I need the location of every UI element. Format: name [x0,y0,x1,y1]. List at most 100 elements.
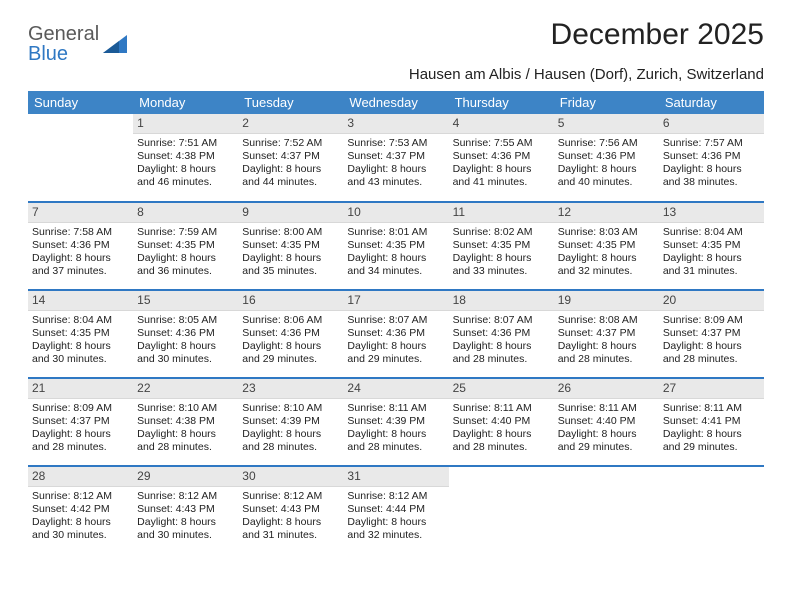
day-number: 20 [659,291,764,311]
day-number: 28 [28,467,133,487]
sunset-line: Sunset: 4:35 PM [558,239,655,252]
day-cell: 19Sunrise: 8:08 AMSunset: 4:37 PMDayligh… [554,290,659,378]
sunrise-line: Sunrise: 7:56 AM [558,137,655,150]
day-number: 8 [133,203,238,223]
sunrise-line: Sunrise: 7:51 AM [137,137,234,150]
col-friday: Friday [554,91,659,114]
day-cell: 28 Sunrise: 8:12 AMSunset: 4:42 PMDayligh… [28,466,133,554]
day-cell: 3Sunrise: 7:53 AMSunset: 4:37 PMDaylight… [343,114,448,202]
sunrise-line: Sunrise: 8:11 AM [558,402,655,415]
daylight-line: Daylight: 8 hours and 28 minutes. [137,428,234,454]
day-cell: 24 Sunrise: 8:11 AMSunset: 4:39 PMDayligh… [343,378,448,466]
day-cell: 17Sunrise: 8:07 AMSunset: 4:36 PMDayligh… [343,290,448,378]
week-row: 14Sunrise: 8:04 AMSunset: 4:35 PMDayligh… [28,290,764,378]
sunrise-line: Sunrise: 8:05 AM [137,314,234,327]
day-number: 1 [133,114,238,134]
daylight-line: Daylight: 8 hours and 28 minutes. [347,428,444,454]
day-cell: 30Sunrise: 8:12 AMSunset: 4:43 PMDayligh… [238,466,343,554]
sunset-line: Sunset: 4:36 PM [242,327,339,340]
daylight-line: Daylight: 8 hours and 30 minutes. [137,340,234,366]
day-cell: 16Sunrise: 8:06 AMSunset: 4:36 PMDayligh… [238,290,343,378]
sunrise-line: Sunrise: 8:00 AM [242,226,339,239]
daylight-line: Daylight: 8 hours and 37 minutes. [32,252,129,278]
day-number: 24 [343,379,448,399]
sunset-line: Sunset: 4:35 PM [32,327,129,340]
day-number: 26 [554,379,659,399]
daylight-line: Daylight: 8 hours and 32 minutes. [347,516,444,542]
day-cell: 10Sunrise: 8:01 AMSunset: 4:35 PMDayligh… [343,202,448,290]
day-number: 2 [238,114,343,134]
day-number: 13 [659,203,764,223]
daylight-line: Daylight: 8 hours and 28 minutes. [453,428,550,454]
day-cell: 5Sunrise: 7:56 AMSunset: 4:36 PMDaylight… [554,114,659,202]
day-cell: 8Sunrise: 7:59 AMSunset: 4:35 PMDaylight… [133,202,238,290]
week-row: 28Sunrise: 8:12 AMSunset: 4:42 PMDayligh… [28,466,764,554]
sunset-line: Sunset: 4:41 PM [663,415,760,428]
sunset-line: Sunset: 4:36 PM [558,150,655,163]
sunrise-line: Sunrise: 8:11 AM [347,402,444,415]
day-number: 5 [554,114,659,134]
daylight-line: Daylight: 8 hours and 30 minutes. [137,516,234,542]
sunrise-line: Sunrise: 8:04 AM [32,314,129,327]
daylight-line: Daylight: 8 hours and 28 minutes. [453,340,550,366]
sunset-line: Sunset: 4:43 PM [137,503,234,516]
sunrise-line: Sunrise: 7:58 AM [32,226,129,239]
day-header-row: Sunday Monday Tuesday Wednesday Thursday… [28,91,764,114]
sunset-line: Sunset: 4:35 PM [242,239,339,252]
day-number: 11 [449,203,554,223]
col-monday: Monday [133,91,238,114]
sunset-line: Sunset: 4:39 PM [347,415,444,428]
daylight-line: Daylight: 8 hours and 35 minutes. [242,252,339,278]
daylight-line: Daylight: 8 hours and 29 minutes. [347,340,444,366]
sunset-line: Sunset: 4:38 PM [137,150,234,163]
sunset-line: Sunset: 4:35 PM [663,239,760,252]
sunset-line: Sunset: 4:40 PM [453,415,550,428]
sunset-line: Sunset: 4:37 PM [663,327,760,340]
day-cell: 21Sunrise: 8:09 AMSunset: 4:37 PMDayligh… [28,378,133,466]
day-cell: 20Sunrise: 8:09 AMSunset: 4:37 PMDayligh… [659,290,764,378]
day-number: 3 [343,114,448,134]
sunset-line: Sunset: 4:39 PM [242,415,339,428]
week-row: 1Sunrise: 7:51 AMSunset: 4:38 PMDaylight… [28,114,764,202]
day-cell: 26Sunrise: 8:11 AMSunset: 4:40 PMDayligh… [554,378,659,466]
day-number: 9 [238,203,343,223]
sunrise-line: Sunrise: 8:12 AM [32,490,129,503]
daylight-line: Daylight: 8 hours and 33 minutes. [453,252,550,278]
sunrise-line: Sunrise: 8:01 AM [347,226,444,239]
sunrise-line: Sunrise: 8:10 AM [137,402,234,415]
sunrise-line: Sunrise: 8:06 AM [242,314,339,327]
sunset-line: Sunset: 4:36 PM [663,150,760,163]
day-cell: 4Sunrise: 7:55 AMSunset: 4:36 PMDaylight… [449,114,554,202]
sunrise-line: Sunrise: 8:10 AM [242,402,339,415]
daylight-line: Daylight: 8 hours and 46 minutes. [137,163,234,189]
daylight-line: Daylight: 8 hours and 30 minutes. [32,516,129,542]
daylight-line: Daylight: 8 hours and 38 minutes. [663,163,760,189]
logo: General Blue [28,24,131,64]
day-number: 27 [659,379,764,399]
sunset-line: Sunset: 4:36 PM [453,150,550,163]
sunrise-line: Sunrise: 7:55 AM [453,137,550,150]
daylight-line: Daylight: 8 hours and 30 minutes. [32,340,129,366]
col-wednesday: Wednesday [343,91,448,114]
day-cell: 18Sunrise: 8:07 AMSunset: 4:36 PMDayligh… [449,290,554,378]
day-number: 30 [238,467,343,487]
daylight-line: Daylight: 8 hours and 41 minutes. [453,163,550,189]
col-thursday: Thursday [449,91,554,114]
day-cell: 2Sunrise: 7:52 AMSunset: 4:37 PMDaylight… [238,114,343,202]
daylight-line: Daylight: 8 hours and 31 minutes. [242,516,339,542]
day-cell: 29Sunrise: 8:12 AMSunset: 4:43 PMDayligh… [133,466,238,554]
sunrise-line: Sunrise: 7:53 AM [347,137,444,150]
logo-arrow-icon [101,31,131,57]
col-saturday: Saturday [659,91,764,114]
sunset-line: Sunset: 4:43 PM [242,503,339,516]
daylight-line: Daylight: 8 hours and 32 minutes. [558,252,655,278]
sunset-line: Sunset: 4:42 PM [32,503,129,516]
day-number: 14 [28,291,133,311]
page-title: December 2025 [551,18,764,52]
day-cell: 12Sunrise: 8:03 AMSunset: 4:35 PMDayligh… [554,202,659,290]
day-cell: 1 Sunrise: 7:51 AMSunset: 4:38 PMDaylight… [133,114,238,202]
day-cell [449,466,554,554]
day-cell: 27Sunrise: 8:11 AMSunset: 4:41 PMDayligh… [659,378,764,466]
day-cell: 7Sunrise: 7:58 AMSunset: 4:36 PMDaylight… [28,202,133,290]
sunrise-line: Sunrise: 7:52 AM [242,137,339,150]
